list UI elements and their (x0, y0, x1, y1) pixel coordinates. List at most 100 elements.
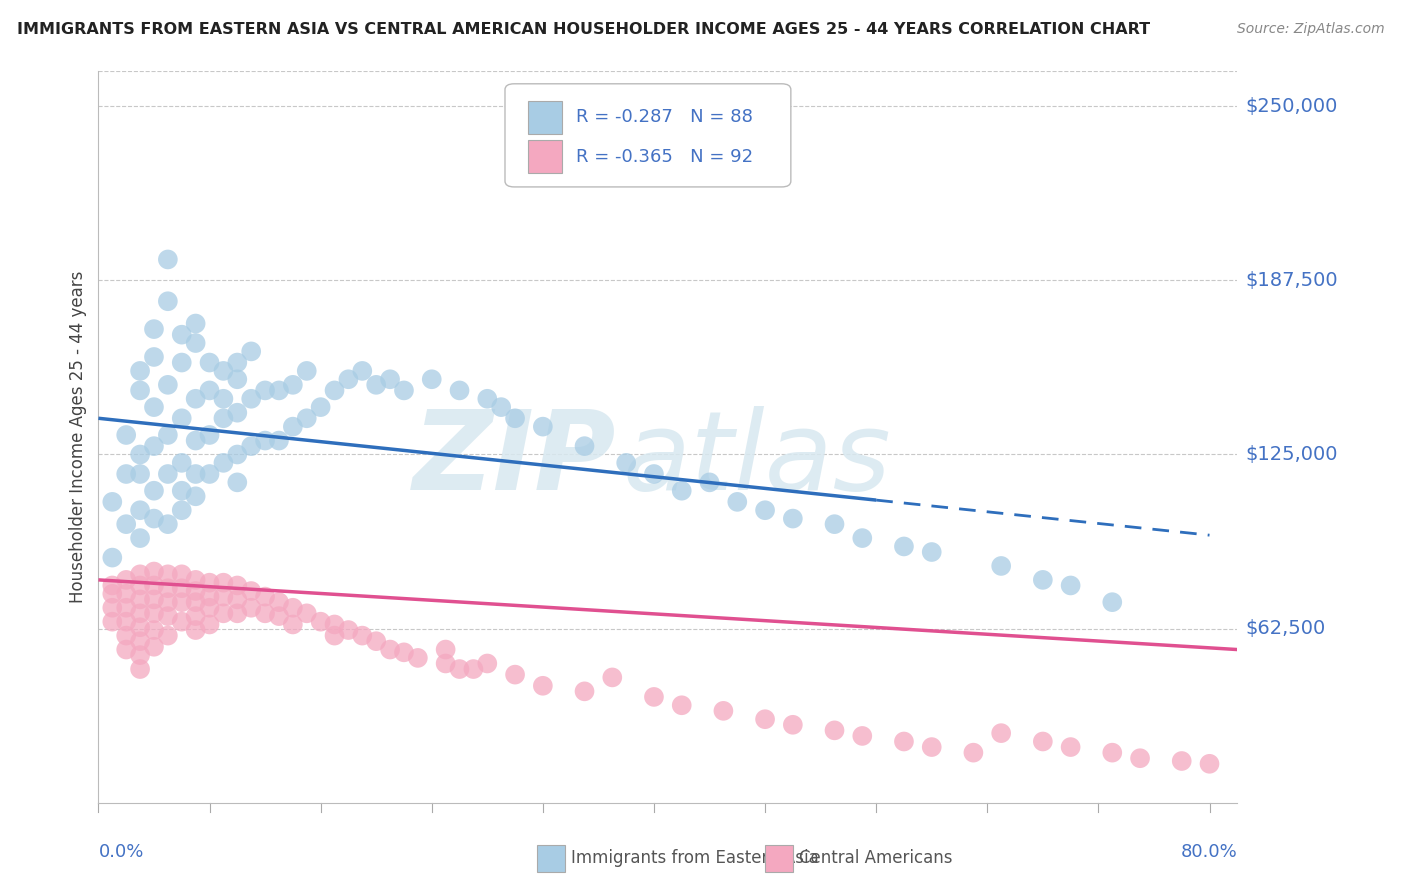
Point (921, 740, 943, 755)
Point (101, 578, 124, 592)
Point (226, 592, 249, 607)
Point (212, 590, 235, 604)
Point (170, 595, 193, 609)
Point (254, 590, 277, 604)
Point (824, 723, 846, 738)
Point (226, 607, 249, 621)
Point (115, 615, 138, 629)
Point (962, 746, 984, 760)
Point (129, 634, 152, 648)
Point (198, 590, 221, 604)
Point (143, 511, 166, 525)
Point (449, 662, 471, 676)
Point (115, 573, 138, 587)
Point (212, 456, 235, 470)
Point (352, 629, 374, 643)
Text: 0.0%: 0.0% (98, 843, 143, 861)
Point (184, 584, 207, 599)
Point (143, 350, 166, 364)
Point (281, 377, 304, 392)
Point (477, 392, 499, 406)
Point (156, 294, 179, 309)
Point (600, 670, 623, 684)
Point (226, 406, 249, 420)
Point (295, 411, 318, 425)
Point (170, 503, 193, 517)
Point (129, 467, 152, 481)
Text: $62,500: $62,500 (1246, 619, 1326, 638)
Point (434, 642, 457, 657)
Point (267, 384, 290, 398)
Point (198, 428, 221, 442)
Point (101, 600, 124, 615)
Point (990, 558, 1012, 573)
Point (1129, 751, 1152, 765)
Point (295, 364, 318, 378)
Point (254, 607, 277, 621)
Point (212, 575, 235, 590)
Point (143, 623, 166, 637)
Point (143, 640, 166, 654)
Point (212, 607, 235, 621)
Point (184, 595, 207, 609)
Point (143, 400, 166, 414)
Point (212, 392, 235, 406)
Text: R = -0.365   N = 92: R = -0.365 N = 92 (575, 148, 752, 166)
Point (198, 575, 221, 590)
Point (699, 475, 721, 490)
Point (170, 411, 193, 425)
Point (240, 344, 263, 359)
Point (323, 384, 346, 398)
Point (170, 456, 193, 470)
Point (671, 483, 693, 498)
Point (614, 456, 637, 470)
Text: Central Americans: Central Americans (799, 849, 952, 867)
Point (990, 726, 1012, 740)
Point (323, 617, 346, 632)
Text: $125,000: $125,000 (1246, 445, 1339, 464)
Point (671, 698, 693, 713)
Point (226, 372, 249, 386)
Point (254, 384, 277, 398)
Point (1170, 754, 1192, 768)
FancyBboxPatch shape (505, 84, 790, 187)
Point (531, 419, 554, 434)
Point (156, 581, 179, 595)
Point (101, 615, 124, 629)
Point (115, 517, 138, 532)
Point (156, 567, 179, 582)
Point (184, 434, 207, 448)
Point (184, 609, 207, 624)
Point (115, 428, 138, 442)
Point (170, 567, 193, 582)
Point (281, 419, 304, 434)
Point (1032, 734, 1054, 748)
Point (1059, 740, 1081, 755)
Point (449, 384, 471, 398)
Point (156, 428, 179, 442)
Point (851, 729, 873, 743)
Point (281, 600, 304, 615)
Point (129, 662, 152, 676)
Text: IMMIGRANTS FROM EASTERN ASIA VS CENTRAL AMERICAN HOUSEHOLDER INCOME AGES 25 - 44: IMMIGRANTS FROM EASTERN ASIA VS CENTRAL … (17, 22, 1150, 37)
Point (129, 592, 152, 607)
Point (101, 550, 124, 565)
Point (420, 372, 443, 386)
Point (156, 252, 179, 267)
Point (378, 372, 401, 386)
Point (240, 439, 263, 453)
Text: Immigrants from Eastern Asia: Immigrants from Eastern Asia (571, 849, 818, 867)
FancyBboxPatch shape (527, 101, 562, 134)
Text: $187,500: $187,500 (1246, 271, 1339, 290)
Point (129, 448, 152, 462)
Point (129, 384, 152, 398)
Text: ZIP: ZIP (413, 406, 617, 513)
Point (184, 573, 207, 587)
Point (713, 704, 735, 718)
Point (129, 567, 152, 582)
Point (893, 540, 915, 554)
Point (170, 581, 193, 595)
Point (143, 565, 166, 579)
Point (129, 648, 152, 662)
Point (184, 467, 207, 481)
